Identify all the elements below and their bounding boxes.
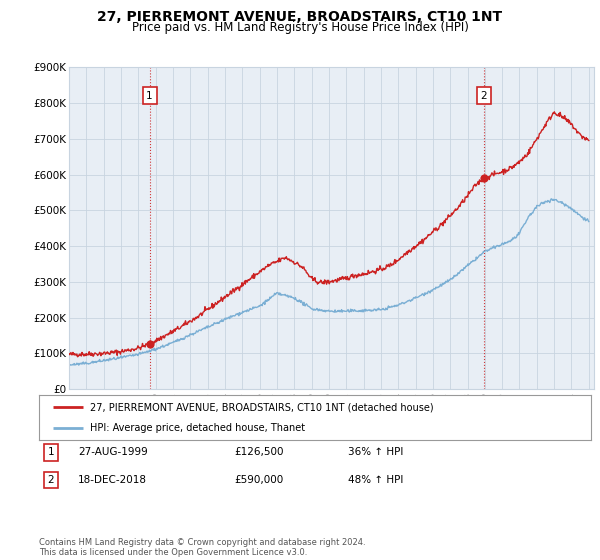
Point xyxy=(479,174,489,183)
Text: 2: 2 xyxy=(47,475,55,485)
Text: 18-DEC-2018: 18-DEC-2018 xyxy=(78,475,147,485)
Text: 1: 1 xyxy=(146,91,153,101)
Text: 2: 2 xyxy=(481,91,487,101)
Text: 48% ↑ HPI: 48% ↑ HPI xyxy=(348,475,403,485)
Point xyxy=(145,339,154,348)
Text: 27-AUG-1999: 27-AUG-1999 xyxy=(78,447,148,458)
Text: 27, PIERREMONT AVENUE, BROADSTAIRS, CT10 1NT: 27, PIERREMONT AVENUE, BROADSTAIRS, CT10… xyxy=(97,10,503,24)
Text: Contains HM Land Registry data © Crown copyright and database right 2024.
This d: Contains HM Land Registry data © Crown c… xyxy=(39,538,365,557)
Text: HPI: Average price, detached house, Thanet: HPI: Average price, detached house, Than… xyxy=(90,423,305,433)
Text: 1: 1 xyxy=(47,447,55,458)
Text: £590,000: £590,000 xyxy=(234,475,283,485)
Text: Price paid vs. HM Land Registry's House Price Index (HPI): Price paid vs. HM Land Registry's House … xyxy=(131,21,469,34)
Text: 27, PIERREMONT AVENUE, BROADSTAIRS, CT10 1NT (detached house): 27, PIERREMONT AVENUE, BROADSTAIRS, CT10… xyxy=(90,402,433,412)
Text: £126,500: £126,500 xyxy=(234,447,284,458)
Text: 36% ↑ HPI: 36% ↑ HPI xyxy=(348,447,403,458)
